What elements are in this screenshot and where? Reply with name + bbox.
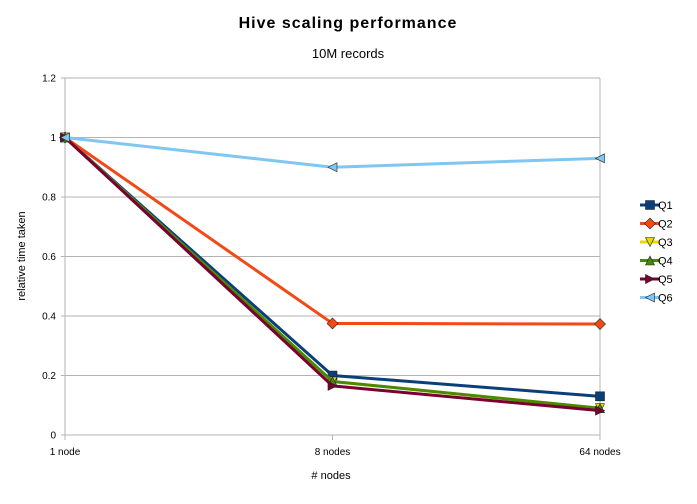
- data-point-q2: [326, 317, 339, 330]
- y-tick-label: 1: [50, 133, 56, 144]
- y-axis-label: relative time taken: [16, 211, 28, 300]
- data-point-q5: [327, 380, 338, 391]
- x-tick-label: 1 node: [50, 447, 81, 458]
- y-tick-label: 0.6: [42, 252, 56, 263]
- y-tick-label: 0.4: [42, 312, 56, 323]
- y-tick-label: 0.2: [42, 371, 56, 382]
- data-point-q6: [594, 153, 605, 164]
- series-line-q3: [63, 136, 601, 410]
- y-tick-label: 0: [50, 431, 56, 442]
- y-tick-label: 0.8: [42, 193, 56, 204]
- chart-subtitle: 10M records: [312, 46, 385, 61]
- chart-title: Hive scaling performance: [239, 15, 458, 32]
- x-axis-label: # nodes: [311, 470, 351, 482]
- series-line-q6: [64, 136, 601, 169]
- legend-marker-q4: [645, 255, 655, 266]
- data-point-q5: [595, 405, 606, 416]
- x-tick-label: 8 nodes: [315, 447, 351, 458]
- legend-marker-q6: [644, 292, 655, 303]
- legend-label-q5: Q5: [658, 274, 673, 286]
- data-point-q1: [595, 391, 605, 402]
- series-line-q1: [64, 136, 601, 398]
- legend-marker-q5: [645, 274, 656, 284]
- data-point-q6: [327, 162, 338, 173]
- legend-label-q2: Q2: [658, 219, 673, 231]
- data-point-q6: [59, 132, 70, 143]
- x-tick-label: 64 nodes: [579, 447, 620, 458]
- y-tick-label: 1.2: [42, 74, 56, 85]
- series-line-q4: [63, 136, 601, 410]
- legend-marker-q3: [645, 237, 655, 248]
- series-line-q5: [63, 136, 601, 413]
- legend-label-q3: Q3: [658, 237, 673, 249]
- legend-marker-q2: [644, 217, 656, 230]
- legend-label-q4: Q4: [658, 256, 673, 268]
- legend-label-q6: Q6: [658, 293, 673, 305]
- legend-label-q1: Q1: [658, 200, 673, 212]
- legend-marker-q1: [645, 200, 655, 210]
- data-point-q2: [594, 318, 606, 330]
